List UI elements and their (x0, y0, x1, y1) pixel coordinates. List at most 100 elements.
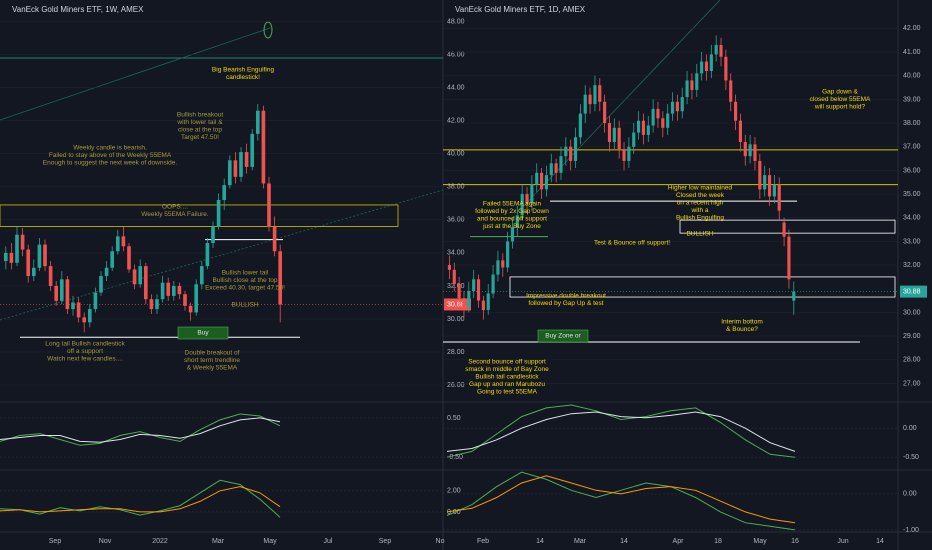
candle-body (3, 252, 8, 262)
annotation: Bullish Engulfing (676, 215, 724, 222)
x-tick-label: Nov (99, 538, 112, 545)
candle-body (501, 260, 505, 268)
y-tick-label: 28.00 (447, 349, 465, 356)
candle-body (539, 172, 544, 190)
y-tick-label: 34.00 (447, 250, 465, 257)
y-tick-label: 39.00 (903, 96, 921, 103)
candle-body (31, 267, 36, 277)
candle-body (627, 146, 631, 161)
candle-body (59, 279, 64, 301)
candle-body (457, 284, 461, 299)
y-tick-label: 32.00 (903, 262, 921, 269)
candle-body (486, 293, 490, 311)
candle-body (194, 284, 199, 313)
annotation: on a recent high (677, 200, 724, 207)
candle-body (472, 279, 476, 292)
candle-body (588, 94, 592, 105)
y-tick-label: 26.00 (447, 382, 465, 389)
y-tick-label: 41.00 (903, 49, 921, 56)
x-tick-label: No (436, 538, 445, 545)
candle-body (719, 44, 723, 57)
zone-box (679, 219, 896, 234)
candle-body (467, 291, 471, 308)
buy-tag-label: Buy Zone or (545, 333, 581, 340)
trend-line (0, 189, 444, 321)
candle-body (743, 142, 747, 157)
candle-body (763, 175, 767, 190)
candle-body (612, 127, 616, 143)
zone-box (509, 276, 896, 298)
annotation: candlestick! (226, 74, 260, 81)
buy-tag (177, 326, 229, 340)
annotation: Weekly candle is bearish. (73, 145, 147, 152)
annotation: will support hold? (814, 104, 866, 111)
y-tick-label: 46.00 (447, 51, 465, 58)
candle-body (573, 137, 578, 161)
candle-body (138, 266, 143, 285)
candle-body (272, 226, 277, 252)
candle-body (244, 152, 249, 167)
annotation: Gap down & (822, 89, 858, 96)
x-tick-label: Jul (324, 538, 333, 545)
candle-body (227, 160, 232, 186)
candle-body (216, 200, 221, 227)
indicator-line (0, 486, 281, 513)
x-tick-label: 14 (876, 538, 884, 545)
annotation: Failed 55EMA again (483, 201, 542, 208)
indicator-line (0, 417, 281, 443)
annotation: Watch next few candles.... (47, 356, 123, 363)
candle-body (481, 300, 485, 311)
candle-body (250, 133, 255, 167)
x-tick-label: Mar (574, 538, 587, 545)
candle-body (777, 184, 781, 211)
last-price-tag (900, 285, 927, 298)
candle-body (554, 163, 558, 173)
candle-body (65, 279, 70, 310)
annotation: OOPS.... (162, 204, 188, 211)
x-tick-label: 18 (714, 538, 722, 545)
candle-body (544, 175, 549, 190)
candle-body (666, 113, 670, 128)
annotation: BULLISH (686, 231, 713, 238)
candle-body (76, 302, 81, 318)
last-price-label: 30.88 (447, 301, 465, 308)
candle-body (646, 125, 650, 135)
candle-body (564, 146, 568, 157)
candle-body (20, 234, 25, 250)
y-tick-label: 37.00 (903, 144, 921, 151)
annotation: Enough to suggest the next week of downs… (43, 160, 178, 167)
candle-body (767, 175, 772, 197)
candle-body (583, 94, 587, 114)
y-tick-label: 32.00 (447, 283, 465, 290)
candle-body (695, 73, 699, 90)
x-tick-label: 2022 (152, 538, 168, 545)
candle-body (115, 236, 120, 252)
x-tick-label: 14 (620, 538, 628, 545)
y-tick-label: 0.00 (903, 425, 917, 432)
indicator-line (446, 411, 796, 452)
candle-body (491, 274, 495, 294)
buy-tag-label: Buy (197, 330, 209, 337)
candle-body (9, 252, 14, 263)
buy-tag (537, 329, 589, 343)
candle-body (261, 110, 266, 184)
annotation: Bullish close at the top (212, 277, 277, 284)
last-price-label: 30.88 (903, 288, 921, 295)
annotation: BULLISH (231, 302, 258, 309)
y-tick-label: 40.00 (903, 73, 921, 80)
candle-body (724, 56, 728, 81)
candle-body (93, 292, 98, 310)
y-tick-label: -0.50 (903, 454, 919, 461)
candle-body (772, 184, 776, 197)
y-tick-label: 40.00 (447, 151, 465, 158)
candle-body (535, 172, 539, 185)
candle-body (603, 101, 607, 124)
y-tick-label: 0.50 (447, 415, 461, 422)
x-tick-label: 16 (791, 538, 799, 545)
annotation: Bullish lower tail (222, 270, 269, 277)
candle-body (782, 222, 786, 237)
y-tick-label: 44.00 (447, 84, 465, 91)
